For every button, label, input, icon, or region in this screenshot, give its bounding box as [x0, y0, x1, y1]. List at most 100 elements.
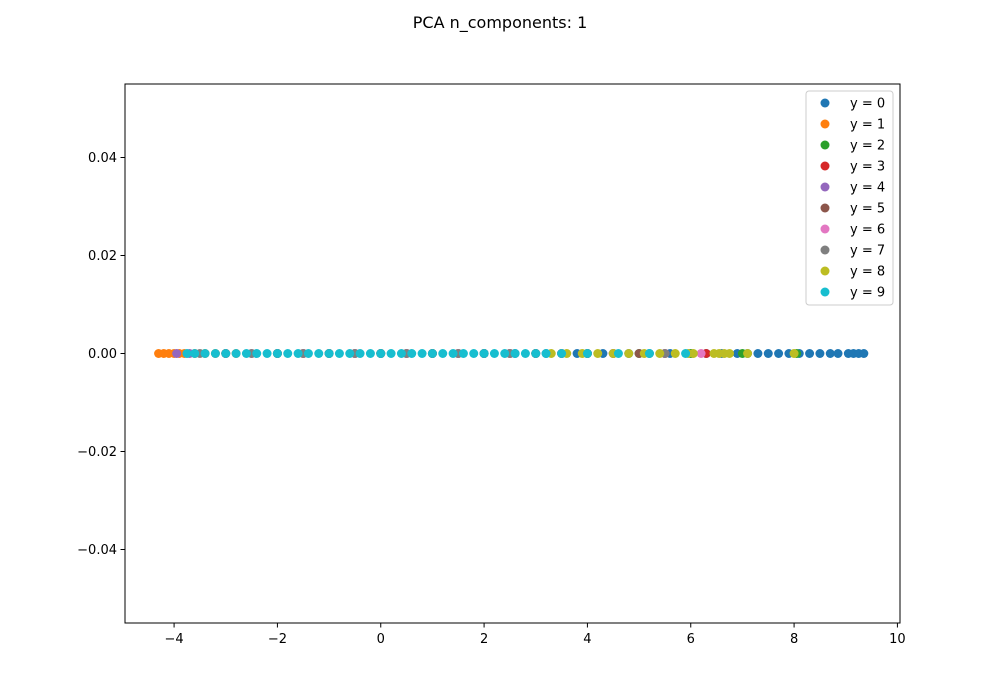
legend-label: y = 4	[850, 181, 885, 196]
legend-marker	[820, 224, 830, 234]
data-point	[520, 349, 530, 358]
data-point	[688, 349, 698, 358]
legend-marker	[820, 266, 830, 276]
data-point	[696, 349, 706, 358]
legend-marker	[820, 140, 830, 150]
data-point	[500, 349, 510, 358]
data-point	[541, 349, 551, 358]
y-tick-label: −0.04	[77, 543, 117, 558]
data-point	[210, 349, 220, 358]
data-point	[479, 349, 489, 358]
data-point	[681, 349, 691, 358]
legend-marker	[820, 98, 830, 108]
legend-marker	[820, 287, 830, 297]
data-point	[182, 349, 192, 358]
data-point	[774, 349, 784, 358]
legend-label: y = 6	[850, 223, 885, 238]
legend-label: y = 5	[850, 202, 885, 217]
plot-area	[154, 349, 869, 358]
data-point	[531, 349, 541, 358]
data-point	[396, 349, 406, 358]
x-tick-label: 8	[790, 632, 798, 647]
data-point	[190, 349, 200, 358]
y-tick-label: −0.02	[77, 445, 117, 460]
data-point	[376, 349, 386, 358]
x-tick-label: 2	[480, 632, 488, 647]
data-point	[272, 349, 282, 358]
legend-label: y = 7	[850, 244, 885, 259]
data-point	[624, 349, 634, 358]
data-point	[833, 349, 843, 358]
x-tick-label: −2	[268, 632, 287, 647]
data-point	[448, 349, 458, 358]
legend-marker	[820, 161, 830, 171]
x-tick-label: 6	[687, 632, 695, 647]
y-tick-label: 0.00	[88, 347, 117, 362]
legend-label: y = 8	[850, 265, 885, 280]
data-point	[355, 349, 365, 358]
data-point	[613, 349, 623, 358]
data-point	[241, 349, 251, 358]
data-point	[231, 349, 241, 358]
data-point	[655, 349, 665, 358]
x-tick-label: −4	[164, 632, 183, 647]
data-point	[252, 349, 262, 358]
x-axis: −4 −2 0 2 4 6 8 10	[164, 623, 906, 647]
data-point	[489, 349, 499, 358]
data-point	[334, 349, 344, 358]
data-point	[763, 349, 773, 358]
data-point	[825, 349, 835, 358]
x-tick-label: 4	[583, 632, 591, 647]
series-9	[182, 349, 691, 358]
data-point	[293, 349, 303, 358]
chart-title: PCA n_components: 1	[413, 13, 588, 33]
data-point	[262, 349, 272, 358]
data-point	[345, 349, 355, 358]
data-point	[407, 349, 417, 358]
data-point	[789, 349, 799, 358]
x-tick-label: 0	[377, 632, 385, 647]
data-point	[438, 349, 448, 358]
legend-marker	[820, 245, 830, 255]
legend-label: y = 0	[850, 97, 885, 112]
legend-label: y = 2	[850, 139, 885, 154]
data-point	[324, 349, 334, 358]
data-point	[510, 349, 520, 358]
data-point	[557, 349, 567, 358]
data-point	[458, 349, 468, 358]
data-point	[469, 349, 479, 358]
data-point	[221, 349, 231, 358]
data-point	[753, 349, 763, 358]
legend-label: y = 3	[850, 160, 885, 175]
data-point	[859, 349, 869, 358]
data-point	[303, 349, 313, 358]
legend-label: y = 9	[850, 286, 885, 301]
data-point	[743, 349, 753, 358]
legend-label: y = 1	[850, 118, 885, 133]
y-tick-label: 0.02	[88, 249, 117, 264]
legend-marker	[820, 203, 830, 213]
x-tick-label: 10	[889, 632, 906, 647]
y-axis: −0.04 −0.02 0.00 0.02 0.04	[77, 151, 125, 558]
data-point	[644, 349, 654, 358]
data-point	[805, 349, 815, 358]
data-point	[314, 349, 324, 358]
data-point	[417, 349, 427, 358]
legend-marker	[820, 182, 830, 192]
data-point	[200, 349, 210, 358]
data-point	[386, 349, 396, 358]
data-point	[582, 349, 592, 358]
legend-marker	[820, 119, 830, 129]
data-point	[815, 349, 825, 358]
y-tick-label: 0.04	[88, 151, 117, 166]
data-point	[670, 349, 680, 358]
data-point	[593, 349, 603, 358]
data-point	[725, 349, 734, 358]
data-point	[427, 349, 437, 358]
data-point	[365, 349, 375, 358]
data-point	[172, 349, 182, 358]
legend: y = 0 y = 1 y = 2 y = 3 y = 4 y = 5 y = 6 y = 7…	[805, 90, 894, 306]
data-point	[283, 349, 293, 358]
